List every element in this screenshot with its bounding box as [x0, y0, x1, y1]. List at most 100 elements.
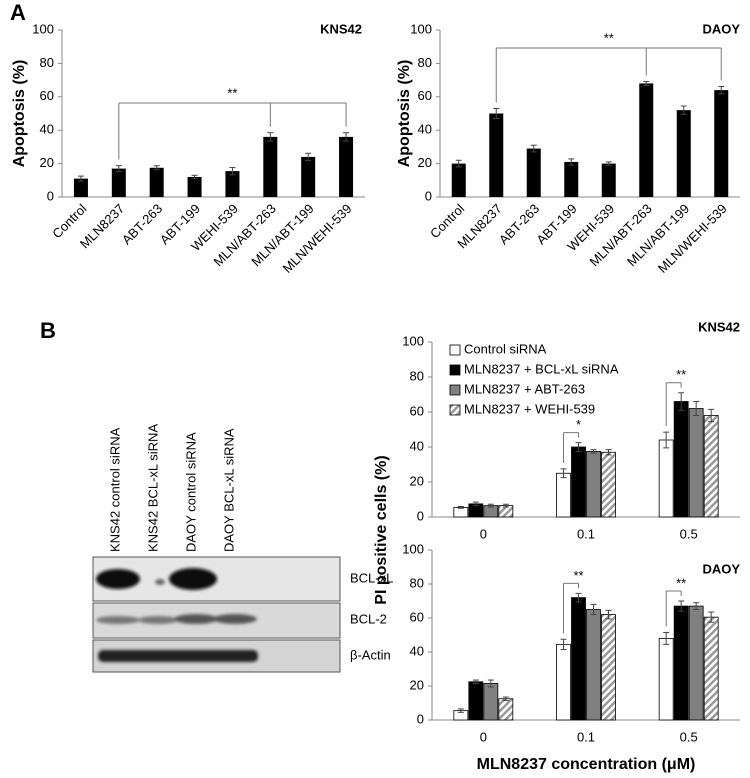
band-label: β-Actin: [350, 647, 391, 662]
bar: [658, 638, 674, 721]
bar: [673, 605, 689, 721]
legend-label: MLN8237 + WEHI-539: [464, 401, 595, 416]
y-tick-label: 0: [47, 188, 54, 203]
x-tick-label: 0: [480, 526, 487, 541]
error-bar: [560, 468, 567, 479]
bar: [714, 90, 729, 197]
legend-swatch: [449, 404, 461, 416]
error-bar: [530, 144, 537, 153]
bar: [453, 506, 469, 518]
error-bar: [605, 449, 612, 456]
bar: [703, 616, 719, 721]
error-bar: [267, 132, 274, 142]
lane-label: KNS42 BCL-xL siRNA: [145, 424, 160, 552]
chart-title: KNS42: [698, 319, 740, 334]
y-tick-label: 80: [410, 575, 424, 590]
y-tick-label: 40: [40, 122, 54, 137]
error-bar: [718, 85, 725, 95]
bar: [489, 113, 504, 197]
y-tick-label: 80: [40, 55, 54, 70]
lane-label: DAOY BCL-xL siRNA: [221, 428, 236, 552]
bar: [483, 683, 499, 721]
error-bar: [708, 611, 715, 623]
bar: [639, 83, 654, 197]
y-axis-label: Apoptosis (%): [396, 60, 413, 168]
significance: *: [576, 417, 581, 432]
chart-title: KNS42: [320, 21, 362, 36]
legend-label: MLN8237 + BCL-xL siRNA: [464, 361, 619, 376]
bar: [601, 451, 616, 518]
bar: [703, 415, 719, 518]
bar: [676, 110, 691, 197]
error-bar: [575, 442, 582, 452]
bar: [498, 698, 514, 721]
y-tick-label: 20: [40, 155, 54, 170]
error-bar: [693, 602, 700, 610]
legend-label: Control siRNA: [464, 341, 547, 356]
y-tick-label: 0: [417, 508, 424, 523]
x-axis-label: MLN8237 concentration (μM): [477, 756, 696, 773]
error-bar: [153, 165, 160, 171]
error-bar: [487, 679, 494, 688]
error-bar: [678, 600, 685, 612]
bar: [688, 408, 704, 518]
error-bar: [663, 631, 670, 645]
panel-label: B: [40, 318, 56, 343]
blot-bands: [96, 568, 258, 662]
error-bar: [568, 158, 575, 166]
y-tick-label: 100: [402, 333, 424, 348]
bar: [187, 176, 202, 197]
bar: [571, 446, 586, 518]
error-bar: [77, 175, 84, 182]
chart-title: DAOY: [702, 561, 740, 576]
bar: [111, 168, 126, 197]
x-tick-label: ABT-263: [119, 201, 165, 247]
y-tick-label: 20: [418, 155, 432, 170]
bar: [263, 136, 278, 197]
y-tick-label: 40: [410, 643, 424, 658]
bar: [301, 156, 316, 197]
error-bar: [229, 166, 236, 176]
bar: [688, 605, 704, 721]
bar: [556, 472, 571, 518]
y-tick-label: 100: [402, 541, 424, 556]
y-tick-label: 60: [410, 403, 424, 418]
legend-swatch: [449, 384, 461, 396]
error-bar: [487, 503, 494, 508]
bar: [601, 163, 616, 197]
bar: [658, 439, 674, 518]
significance: **: [676, 367, 686, 382]
error-bar: [472, 501, 479, 507]
error-bar: [590, 603, 597, 616]
error-bar: [115, 165, 122, 173]
y-tick-label: 80: [418, 55, 432, 70]
bar: [225, 171, 240, 197]
bar: [564, 161, 579, 197]
x-tick-label: 0.1: [577, 729, 595, 744]
y-tick-label: 80: [410, 368, 424, 383]
error-bar: [502, 503, 509, 508]
bar: [556, 643, 571, 721]
bar: [586, 450, 601, 518]
error-bar: [708, 408, 715, 423]
error-bar: [575, 592, 582, 603]
band-label: BCL-2: [350, 611, 387, 626]
y-tick-label: 0: [417, 711, 424, 726]
x-tick-label: 0.1: [577, 526, 595, 541]
bar: [601, 614, 616, 721]
error-bar: [680, 105, 687, 115]
bar: [526, 148, 541, 197]
x-tick-label: 0.5: [680, 729, 698, 744]
bar: [339, 136, 354, 197]
y-tick-label: 100: [32, 21, 54, 36]
error-bar: [643, 80, 650, 86]
chart-title: DAOY: [702, 21, 740, 36]
error-bar: [560, 638, 567, 650]
x-tick-label: 0.5: [680, 526, 698, 541]
x-tick-label: ABT-263: [496, 201, 542, 247]
western-blot: [92, 556, 341, 673]
significance: **: [573, 568, 583, 583]
y-tick-label: 60: [410, 609, 424, 624]
bar: [149, 167, 164, 197]
